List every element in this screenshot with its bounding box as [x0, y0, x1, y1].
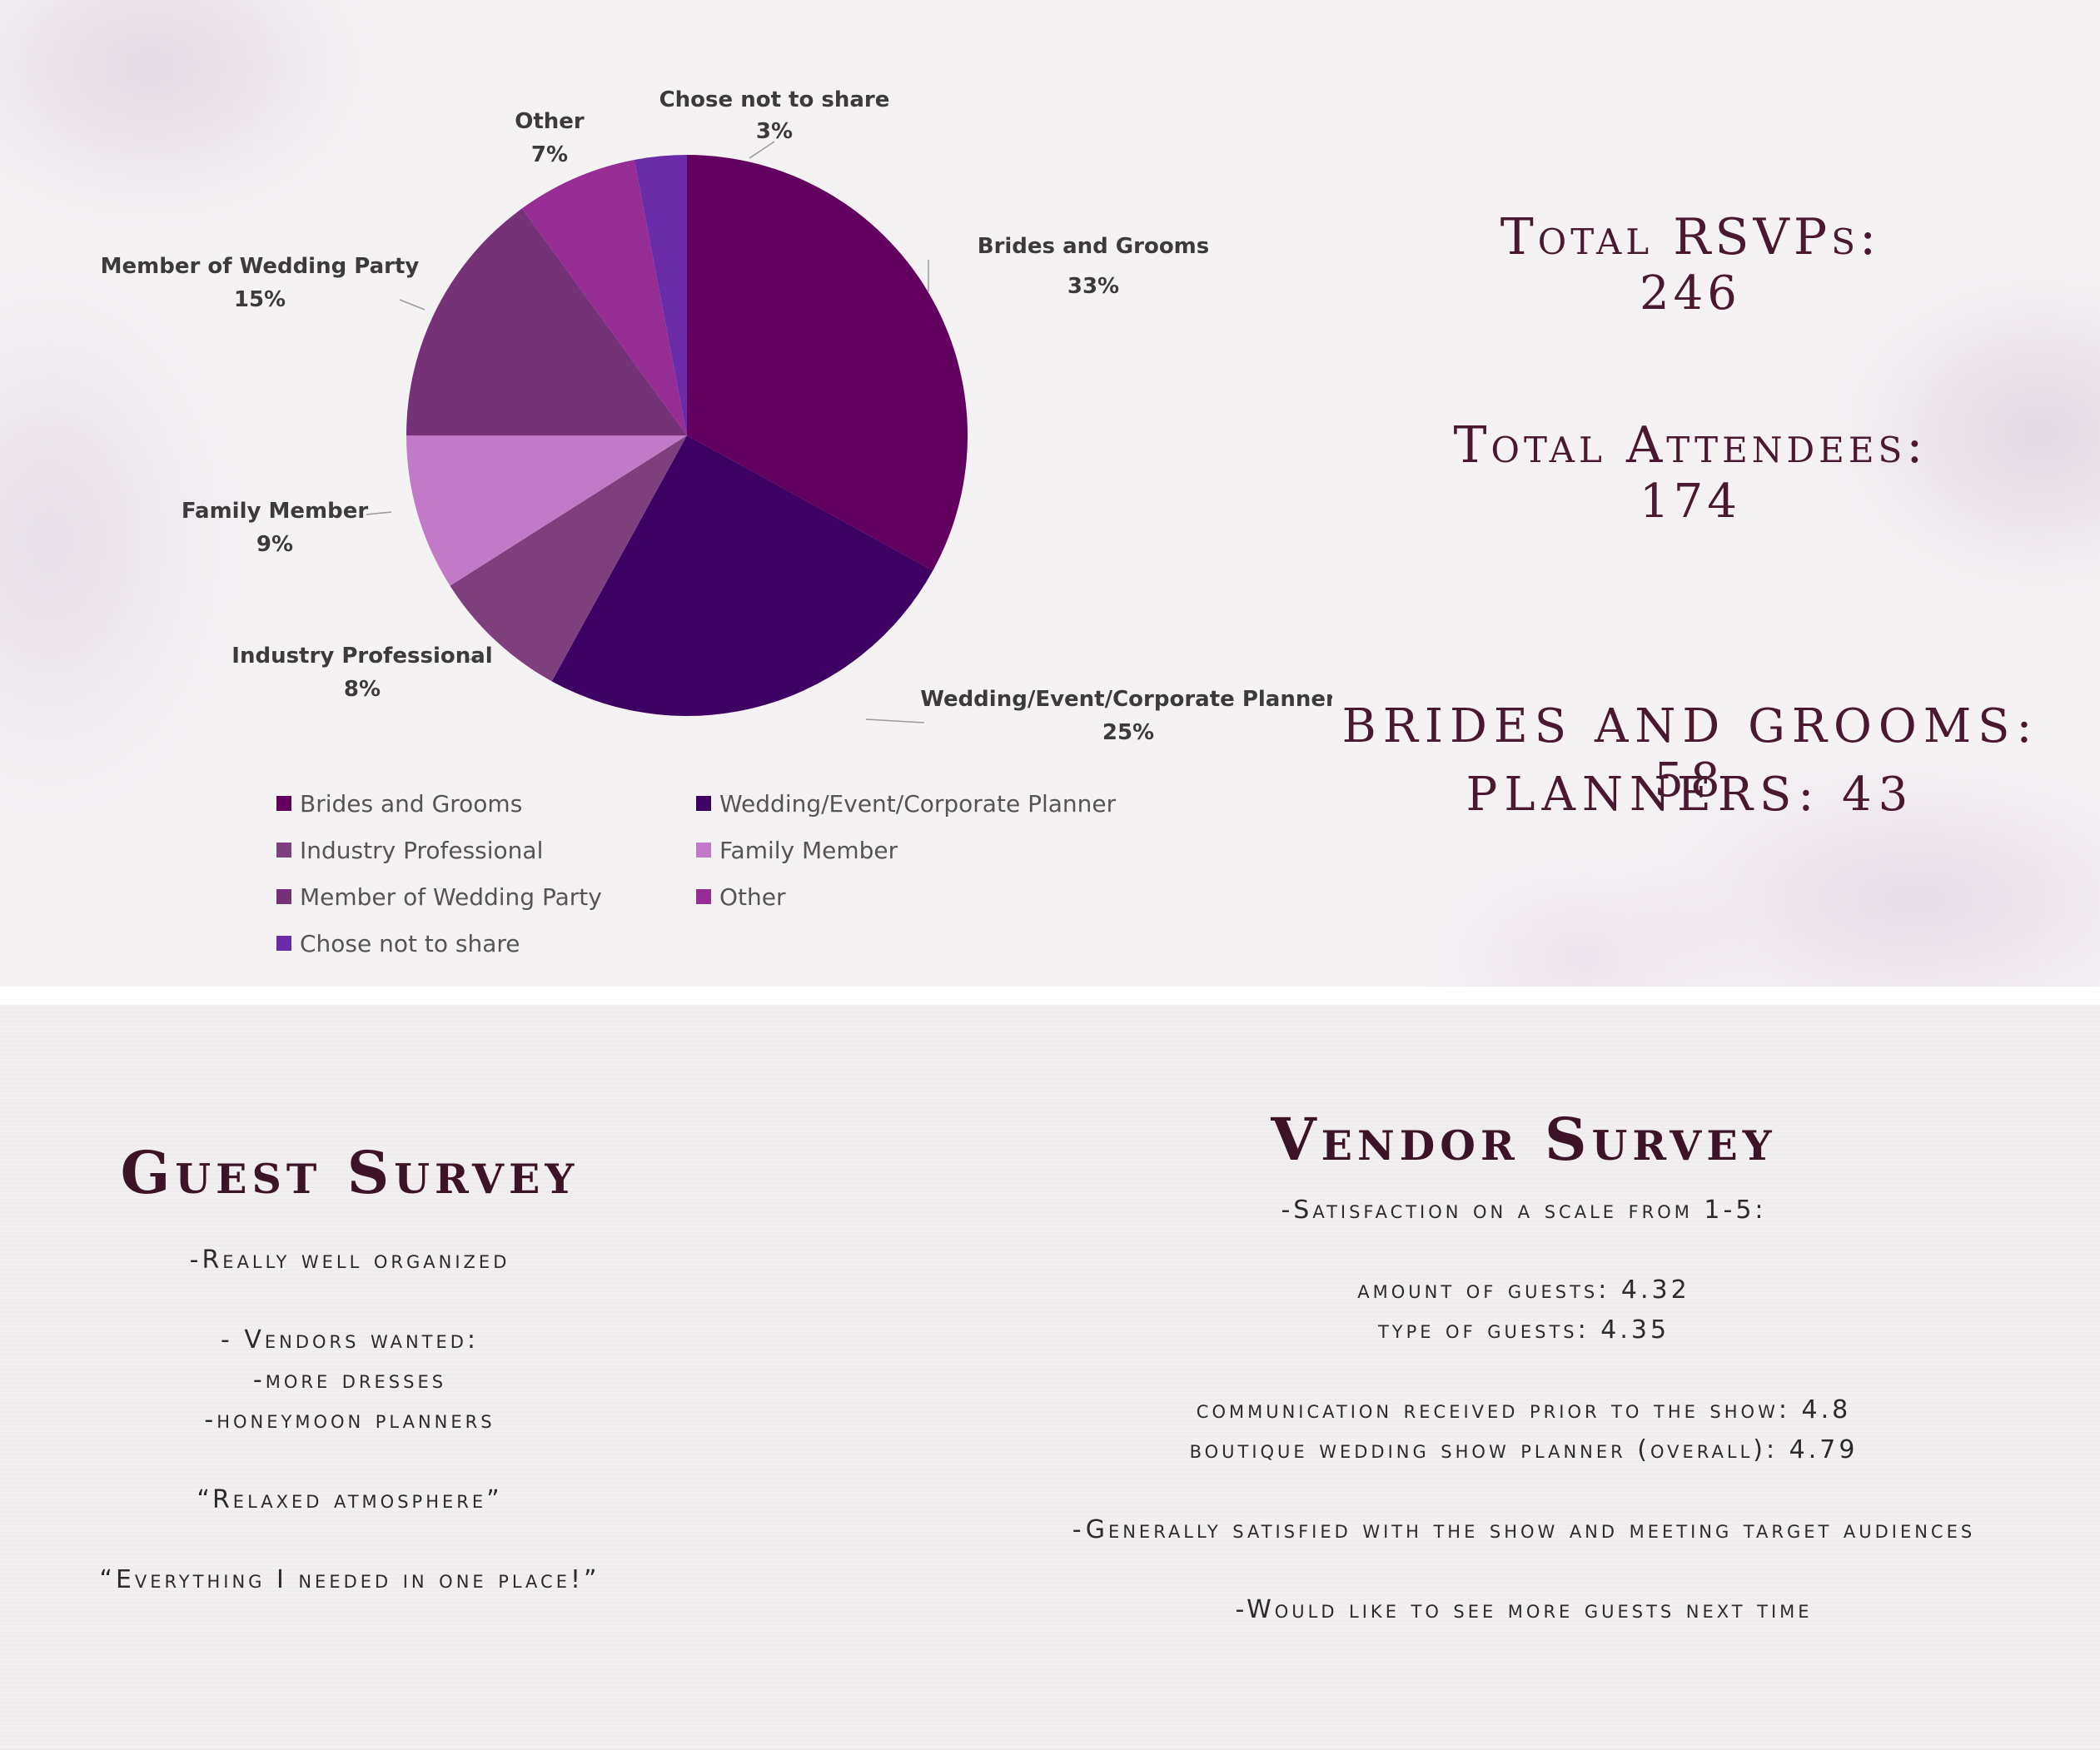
- slice-labels: Brides and Grooms 33% Wedding/Event/Corpor…: [101, 87, 1332, 745]
- guest-survey-quote: “Everything I needed in one place!”: [99, 1565, 600, 1594]
- slice-label-wedding-event-corporate-planner: Wedding/Event/Corporate Planner: [920, 687, 1332, 712]
- legend-label-wedding-event-corporate-planner: Wedding/Event/Corporate Planner: [719, 790, 1117, 818]
- chart-panel: Brides and Grooms 33% Wedding/Event/Corpor…: [0, 0, 2100, 987]
- pie-slice-wedding-event-corporate-planner: [551, 435, 933, 717]
- vendor-survey-line: -Would like to see more guests next time: [1235, 1595, 1813, 1624]
- total-attendees: Total Attendees: 174: [1357, 416, 2023, 529]
- leader-lines: [366, 141, 929, 723]
- pie-slice-other: [521, 159, 687, 436]
- slice-label-member-of-wedding-party: Member of Wedding Party: [101, 254, 420, 279]
- vendor-survey-line: -Satisfaction on a scale from 1-5:: [1281, 1196, 1767, 1225]
- total-rsvps: Total RSVPs: 246: [1399, 208, 1982, 321]
- vendor-survey-title: Vendor Survey: [1271, 1105, 1777, 1174]
- pie-slice-chose-not-to-share: [634, 155, 687, 435]
- slice-value-other: 7%: [531, 142, 568, 167]
- guest-survey-quote: “Relaxed atmosphere”: [197, 1485, 503, 1514]
- legend-swatch-wedding-event-corporate-planner: [696, 796, 711, 811]
- brides-grooms-count: BRIDES AND GROOMS: 58: [1341, 699, 2039, 808]
- total-attendees-label: Total Attendees:: [1453, 416, 1928, 475]
- legend-label-family-member: Family Member: [719, 837, 898, 864]
- total-rsvps-label: Total RSVPs:: [1500, 208, 1881, 266]
- pie-slices: [406, 155, 968, 717]
- guest-survey-line: -more dresses: [252, 1365, 447, 1395]
- slice-value-chose-not-to-share: 3%: [756, 119, 793, 144]
- pie-slice-brides-and-grooms: [687, 155, 968, 571]
- slice-label-industry-professional: Industry Professional: [231, 644, 492, 669]
- pie-chart: Brides and Grooms 33% Wedding/Event/Corpor…: [101, 87, 1332, 957]
- guest-survey-line: -honeymoon planners: [204, 1405, 495, 1434]
- vendor-survey: Vendor Survey -Satisfaction on a scale f…: [983, 1105, 2065, 1630]
- pie-slice-industry-professional: [450, 435, 687, 682]
- leader-line-member-of-wedding-party: [399, 299, 425, 311]
- legend-swatch-brides-and-grooms: [276, 796, 291, 811]
- pie-slice-family-member: [406, 435, 687, 586]
- legend-swatch-chose-not-to-share: [276, 936, 291, 951]
- legend-swatch-member-of-wedding-party: [276, 889, 291, 904]
- survey-panel: Guest Survey -Really well organized - Ve…: [0, 1005, 2100, 1750]
- slice-value-industry-professional: 8%: [344, 677, 381, 702]
- legend-label-chose-not-to-share: Chose not to share: [300, 930, 520, 957]
- legend-label-other: Other: [719, 883, 786, 911]
- guest-survey-title: Guest Survey: [120, 1138, 580, 1207]
- leader-line-family-member: [366, 511, 392, 515]
- legend-label-member-of-wedding-party: Member of Wedding Party: [300, 883, 602, 911]
- pie-slice-member-of-wedding-party: [406, 208, 687, 435]
- vendor-survey-line: type of guests: 4.35: [1377, 1315, 1670, 1345]
- leader-line-chose-not-to-share: [749, 141, 775, 159]
- guest-survey-line: -Really well organized: [189, 1245, 510, 1275]
- leader-line-wedding-event-corporate-planner: [865, 718, 925, 723]
- legend-label-brides-and-grooms: Brides and Grooms: [300, 790, 522, 818]
- legend-swatch-other: [696, 889, 711, 904]
- legend-label-industry-professional: Industry Professional: [300, 837, 543, 864]
- vendor-survey-line: communication received prior to the show…: [1196, 1395, 1852, 1424]
- legend-swatch-family-member: [696, 843, 711, 858]
- vendor-survey-line: boutique wedding show planner (overall):…: [1189, 1435, 1859, 1464]
- guest-survey: Guest Survey -Really well organized - Ve…: [33, 1138, 666, 1600]
- vendor-survey-line: -Generally satisfied with the show and m…: [1072, 1515, 1976, 1544]
- slice-value-member-of-wedding-party: 15%: [234, 287, 286, 312]
- legend-swatch-industry-professional: [276, 843, 291, 858]
- slice-value-brides-and-grooms: 33%: [1067, 274, 1119, 299]
- panel-divider: [0, 987, 2100, 1005]
- slice-label-chose-not-to-share: Chose not to share: [659, 87, 890, 112]
- planners-count: PLANNERS: 43: [1466, 768, 1915, 822]
- total-attendees-value: 174: [1640, 475, 1741, 529]
- guest-survey-line: - Vendors wanted:: [220, 1325, 480, 1355]
- slice-label-other: Other: [515, 109, 585, 134]
- slice-value-family-member: 9%: [256, 532, 293, 557]
- vendor-survey-line: amount of guests: 4.32: [1357, 1275, 1690, 1305]
- slice-label-family-member: Family Member: [182, 499, 369, 524]
- chart-legend: Brides and Grooms Wedding/Event/Corporate…: [276, 790, 1117, 957]
- slice-label-brides-and-grooms: Brides and Grooms: [978, 234, 1210, 259]
- total-rsvps-value: 246: [1640, 266, 1741, 321]
- slice-value-wedding-event-corporate-planner: 25%: [1102, 720, 1154, 745]
